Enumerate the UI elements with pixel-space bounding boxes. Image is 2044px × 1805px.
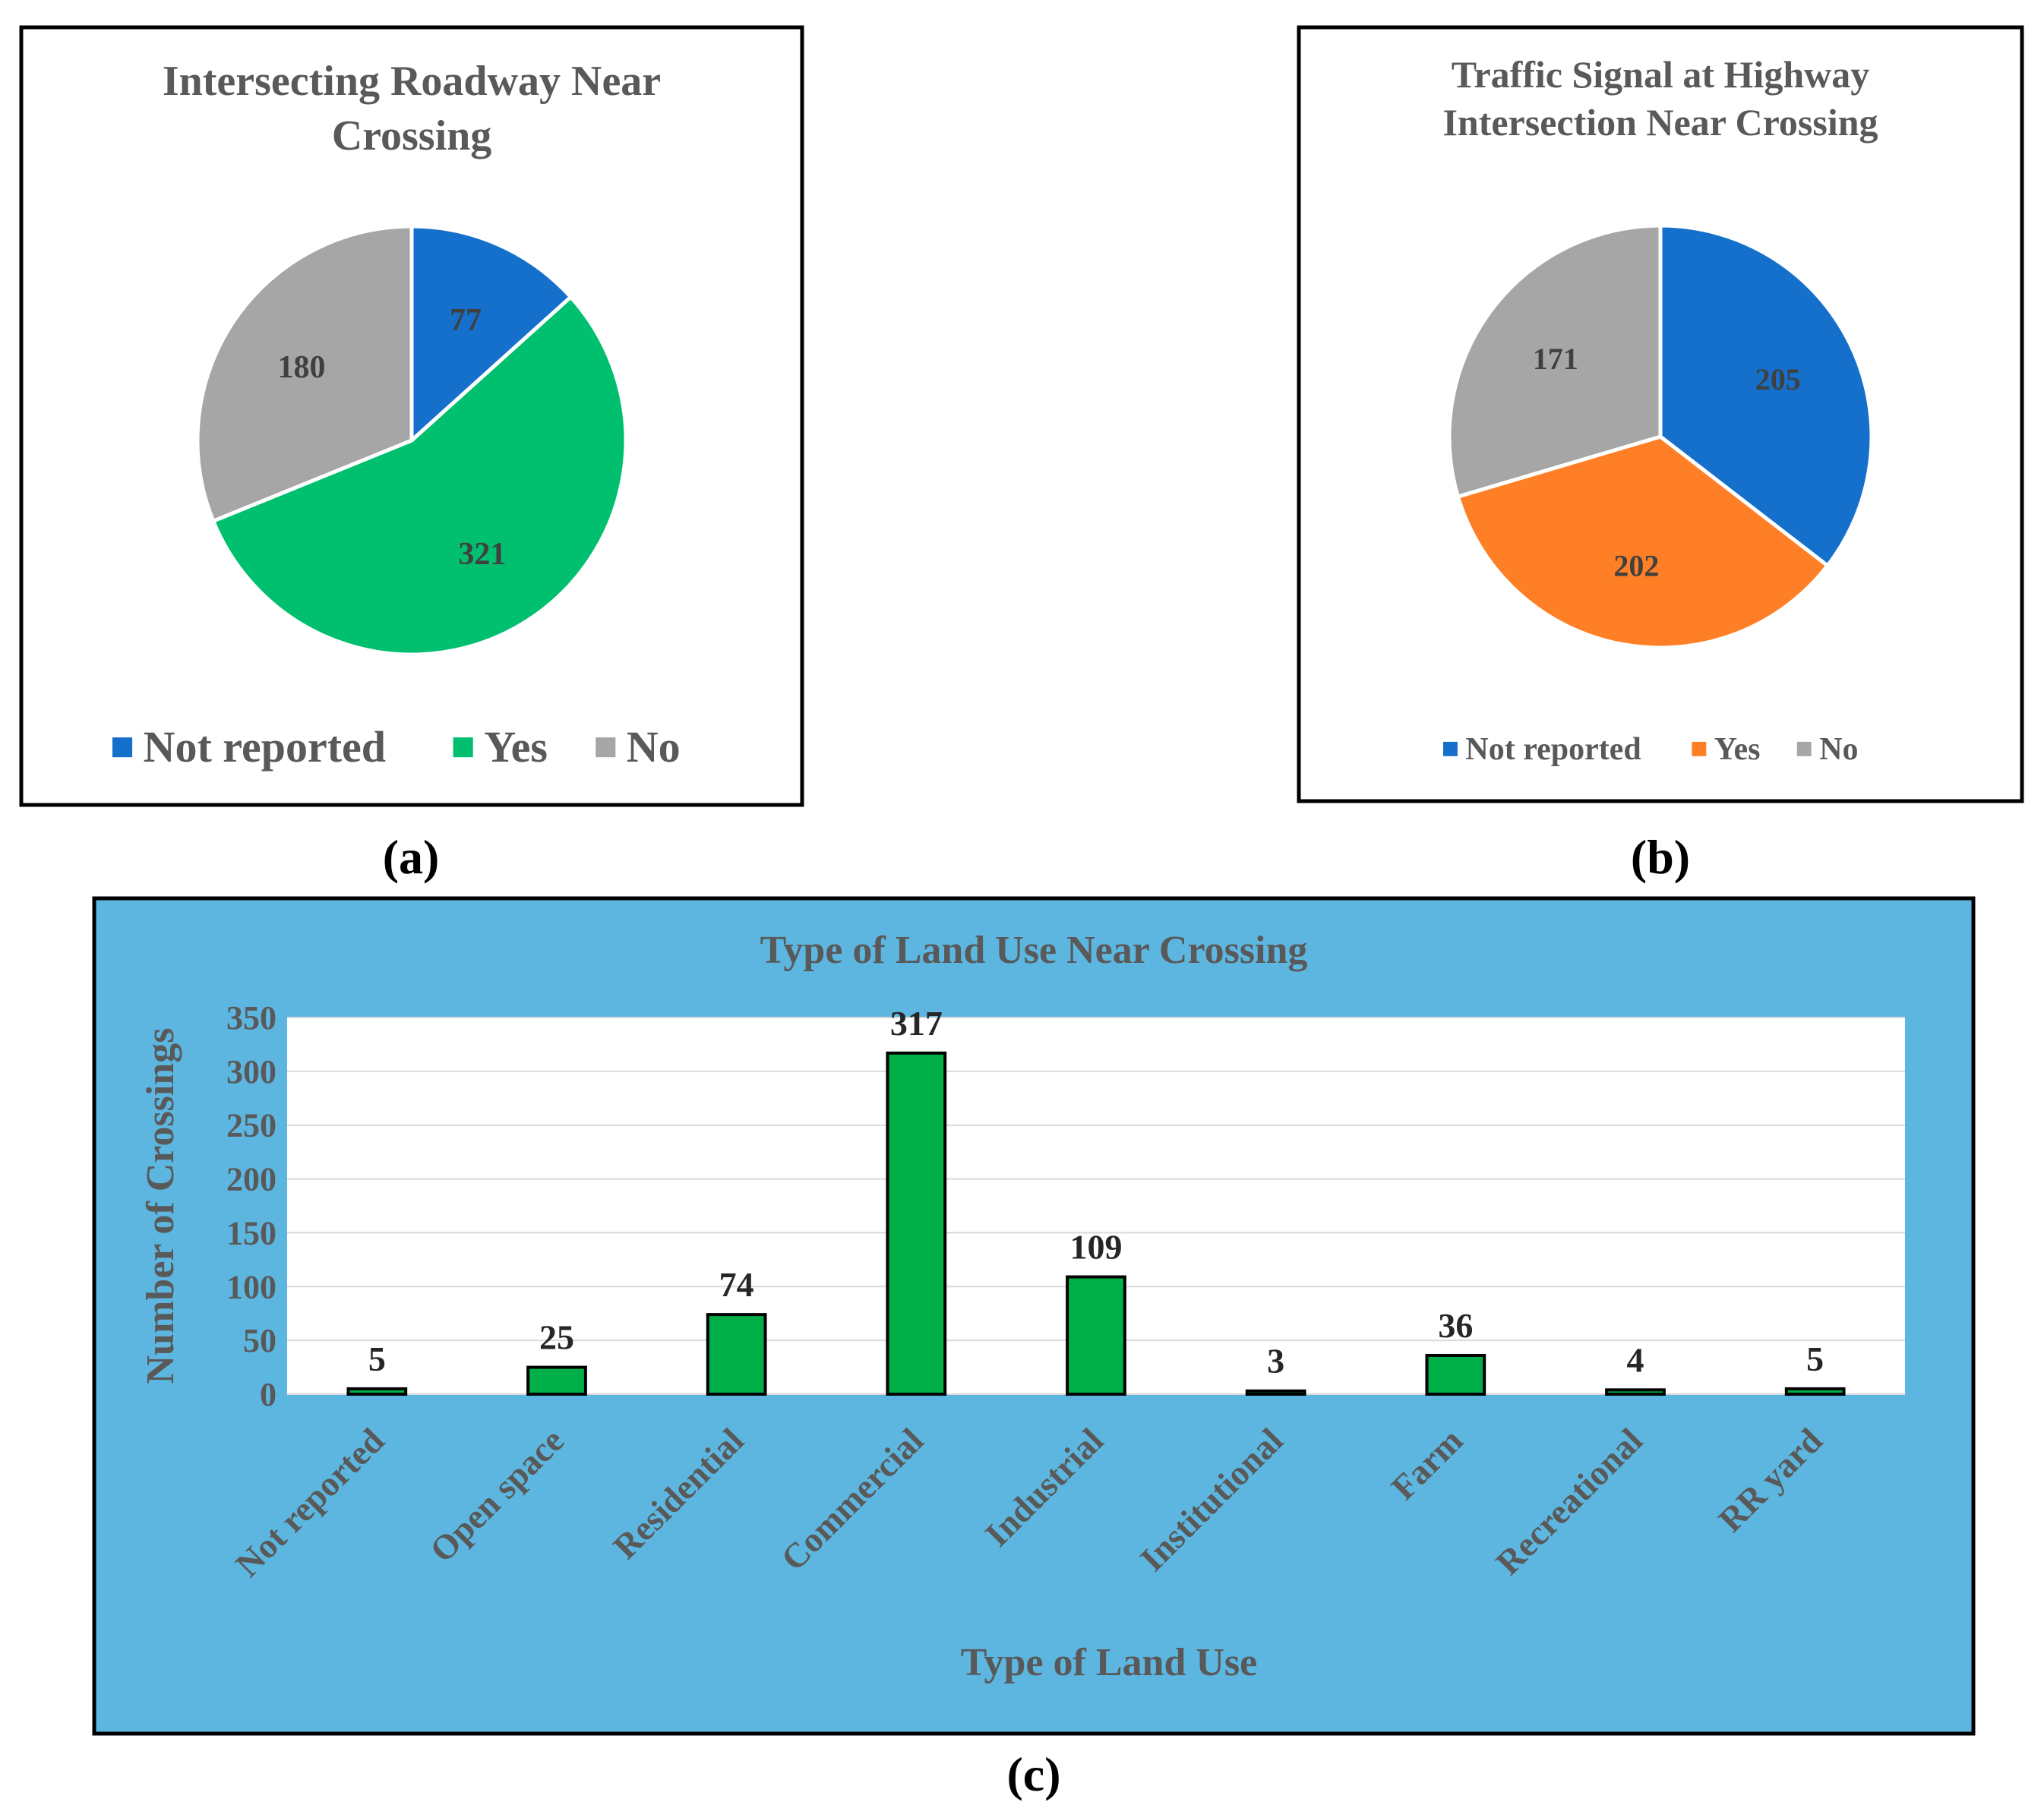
y-tick-label: 0 [260,1376,276,1413]
bar-recreational [1605,1388,1666,1396]
bar-data-label: 317 [890,1004,943,1043]
y-tick-label: 300 [226,1053,276,1090]
legend-swatch-not-reported [1443,741,1458,756]
pie-data-label: 202 [1613,548,1659,582]
panel-a-label: (a) [383,830,440,884]
legend-label-not-reported: Not reported [1465,732,1641,767]
bar-data-label: 109 [1070,1228,1123,1267]
pie-data-label: 321 [458,537,506,572]
pie-data-label: 77 [450,303,482,338]
pie-slice-yes [1455,434,1831,650]
bar-institutional [1245,1389,1306,1396]
y-tick-label: 150 [226,1214,276,1251]
x-axis-label: Type of Land Use [961,1641,1258,1684]
legend-label-not-reported: Not reported [144,722,386,772]
bar-data-label: 4 [1627,1340,1644,1379]
bar-data-label: 5 [1806,1340,1824,1378]
pie-b-title-line-2: Intersection Near Crossing [1442,101,1878,144]
pie-data-label: 171 [1533,342,1578,376]
bar-industrial [1066,1275,1126,1396]
y-tick-label: 200 [226,1161,276,1198]
pie-a-title-line-1: Intersecting Roadway Near [163,58,661,105]
legend-swatch-yes [453,737,473,758]
pie-slice-not-reported [409,224,573,445]
legend-label-no: No [627,722,681,772]
pie-chart-a: Intersecting Roadway Near Crossing 77 321… [19,25,804,807]
y-tick-label: 100 [226,1268,276,1305]
pie-data-label: 205 [1755,362,1801,396]
y-tick-label: 50 [243,1322,276,1359]
legend-swatch-no [1796,741,1812,756]
legend-label-yes: Yes [1714,732,1761,767]
panel-c-label: (c) [1006,1747,1060,1801]
pie-slice-not-reported [1658,223,1874,569]
pie-slice-no [1447,223,1663,500]
pie-chart-b: Traffic Signal at Highway Intersection N… [1297,25,2024,803]
legend-label-no: No [1819,732,1858,767]
legend-swatch-yes [1692,741,1707,756]
bar-chart-title: Type of Land Use Near Crossing [760,929,1308,972]
y-tick-label: 350 [226,999,276,1037]
y-axis-label: Number of Crossings [139,1027,182,1384]
bar-data-label: 74 [719,1265,754,1304]
bar-rr-yard [1784,1387,1846,1396]
legend-label-yes: Yes [484,722,548,772]
pie-b-title-line-1: Traffic Signal at Highway [1452,53,1869,96]
bar-residential [706,1313,767,1396]
bar-open-space [526,1365,587,1396]
legend-swatch-not-reported [112,737,133,758]
bar-data-label: 25 [539,1318,574,1357]
pie-a-title-line-2: Crossing [332,112,492,159]
bar-farm [1425,1353,1486,1396]
pie-data-label: 180 [277,350,325,385]
bar-data-label: 5 [368,1340,386,1378]
y-tick-label: 250 [226,1107,276,1144]
legend-swatch-no [596,737,616,758]
bar-not-reported [346,1387,408,1396]
bar-commercial [886,1051,947,1396]
bar-chart-c: Type of Land Use Near Crossing 0 50 100 150… [92,896,1976,1736]
panel-b-label: (b) [1631,830,1690,884]
pie-slice-no [195,224,414,524]
bar-data-label: 36 [1438,1306,1473,1345]
pie-slice-yes [210,294,628,657]
bar-data-label: 3 [1267,1342,1284,1381]
